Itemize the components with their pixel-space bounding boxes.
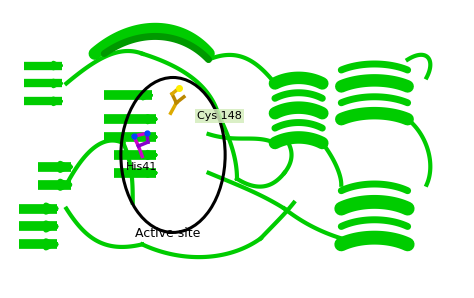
Text: Active site: Active site	[135, 227, 201, 240]
Text: Cys 148: Cys 148	[197, 111, 242, 121]
Text: His41: His41	[126, 162, 157, 172]
